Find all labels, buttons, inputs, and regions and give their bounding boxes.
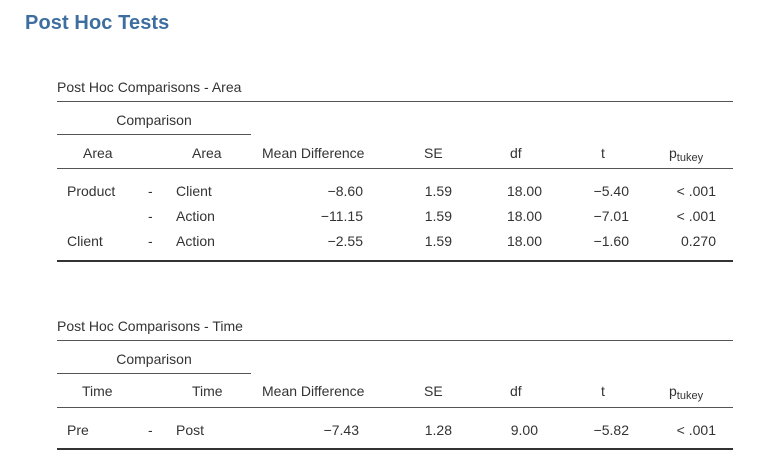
cell-factor-b: Post (176, 422, 205, 438)
cell-factor-b: Action (176, 208, 215, 224)
cell-se: 1.59 (424, 208, 452, 224)
cell-df: 18.00 (506, 183, 542, 199)
comparison-header: Comparison (116, 112, 192, 128)
cell-mean-difference: −7.43 (323, 422, 359, 438)
cell-df: 9.00 (510, 422, 538, 438)
cell-mean-difference: −8.60 (327, 183, 363, 199)
cell-factor-a: Product (67, 183, 116, 199)
header-mean-difference: Mean Difference (262, 145, 365, 161)
cell-separator: - (148, 422, 153, 438)
header-t: t (601, 145, 605, 161)
cell-separator: - (148, 208, 153, 224)
header-factor-b: Time (192, 383, 223, 399)
cell-p: < .001 (676, 208, 716, 224)
header-rule (57, 407, 733, 408)
section-title: Post Hoc Tests (25, 12, 170, 34)
comparison-header: Comparison (116, 351, 192, 367)
table-title: Post Hoc Comparisons - Area (57, 79, 242, 95)
cell-p: < .001 (676, 422, 716, 438)
header-mean-difference: Mean Difference (262, 383, 365, 399)
table-title: Post Hoc Comparisons - Time (57, 318, 243, 334)
cell-p: < .001 (676, 183, 716, 199)
header-factor-a: Area (83, 145, 113, 161)
cell-factor-a: Pre (67, 422, 89, 438)
p-symbol: p (669, 383, 677, 399)
comparison-rule (57, 134, 251, 135)
cell-p: 0.270 (680, 233, 716, 249)
cell-t: −5.82 (593, 422, 629, 438)
top-rule (57, 340, 733, 341)
cell-se: 1.28 (424, 422, 452, 438)
p-symbol: p (669, 145, 677, 161)
p-subscript: tukey (676, 152, 704, 164)
bottom-rule (57, 260, 733, 262)
bottom-rule (57, 448, 733, 450)
header-factor-b: Area (192, 145, 222, 161)
header-t: t (601, 383, 605, 399)
header-se: SE (424, 383, 443, 399)
cell-df: 18.00 (506, 208, 542, 224)
cell-factor-b: Action (176, 233, 215, 249)
p-subscript: tukey (676, 390, 704, 402)
header-df: df (510, 383, 522, 399)
cell-se: 1.59 (424, 183, 452, 199)
top-rule (57, 101, 733, 102)
header-rule (57, 168, 733, 169)
cell-separator: - (148, 233, 153, 249)
header-df: df (510, 145, 522, 161)
comparison-rule (57, 373, 251, 374)
header-p-tukey: ptukey (669, 144, 703, 167)
header-se: SE (424, 145, 443, 161)
posthoc-table-area: Post Hoc Comparisons - Area Comparison A… (57, 77, 733, 267)
cell-separator: - (148, 183, 153, 199)
posthoc-table-time: Post Hoc Comparisons - Time Comparison T… (57, 316, 733, 456)
header-factor-a: Time (82, 383, 113, 399)
cell-t: −5.40 (593, 183, 629, 199)
cell-mean-difference: −2.55 (327, 233, 363, 249)
cell-t: −1.60 (593, 233, 629, 249)
cell-t: −7.01 (593, 208, 629, 224)
cell-se: 1.59 (424, 233, 452, 249)
header-p-tukey: ptukey (669, 382, 703, 405)
cell-df: 18.00 (506, 233, 542, 249)
cell-factor-b: Client (176, 183, 212, 199)
cell-mean-difference: −11.15 (320, 208, 363, 224)
cell-factor-a: Client (67, 233, 103, 249)
